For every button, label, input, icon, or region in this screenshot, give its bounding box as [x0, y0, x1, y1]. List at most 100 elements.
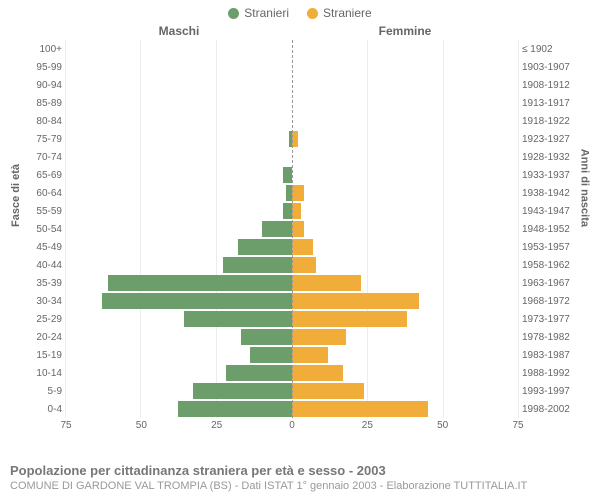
bar-male [262, 221, 292, 237]
age-label: 65-69 [20, 170, 66, 181]
age-label: 90-94 [20, 80, 66, 91]
x-tick: 75 [60, 420, 71, 431]
table-row: 20-241978-1982 [20, 328, 580, 346]
year-label: 1963-1967 [518, 278, 580, 289]
x-tick: 25 [362, 420, 373, 431]
table-row: 0-4 1998-2002 [20, 400, 580, 418]
table-row: 95-991903-1907 [20, 58, 580, 76]
column-titles: Maschi Femmine [20, 20, 580, 40]
table-row: 70-74 1928-1932 [20, 148, 580, 166]
table-row: 85-89 1913-1917 [20, 94, 580, 112]
bar-male [283, 203, 292, 219]
age-label: 0-4 [20, 404, 66, 415]
bar-female [292, 221, 304, 237]
age-label: 85-89 [20, 98, 66, 109]
year-label: 1993-1997 [518, 386, 580, 397]
age-label: 40-44 [20, 260, 66, 271]
age-label: 80-84 [20, 116, 66, 127]
table-row: 10-14 1988-1992 [20, 364, 580, 382]
table-row: 50-54 1948-1952 [20, 220, 580, 238]
year-label: 1958-1962 [518, 260, 580, 271]
bar-male [108, 275, 292, 291]
bar-female [292, 293, 419, 309]
legend-swatch-female [307, 8, 318, 19]
age-label: 30-34 [20, 296, 66, 307]
x-tick: 25 [211, 420, 222, 431]
year-label: 1948-1952 [518, 224, 580, 235]
caption-title: Popolazione per cittadinanza straniera p… [10, 463, 527, 478]
age-label: 50-54 [20, 224, 66, 235]
table-row: 5-91993-1997 [20, 382, 580, 400]
column-title-male: Maschi [66, 24, 292, 38]
table-row: 25-29 1973-1977 [20, 310, 580, 328]
x-axis-right: 255075 [292, 420, 518, 434]
table-row: 55-59 1943-1947 [20, 202, 580, 220]
bar-male [241, 329, 292, 345]
bar-female [292, 347, 328, 363]
bar-female [292, 329, 346, 345]
year-label: 1923-1927 [518, 134, 580, 145]
table-row: 65-69 1933-1937 [20, 166, 580, 184]
year-label: 1938-1942 [518, 188, 580, 199]
bar-female [292, 383, 364, 399]
bar-female [292, 257, 316, 273]
table-row: 30-341968-1972 [20, 292, 580, 310]
bar-female [292, 185, 304, 201]
age-label: 70-74 [20, 152, 66, 163]
age-label: 60-64 [20, 188, 66, 199]
age-label: 20-24 [20, 332, 66, 343]
bar-male [178, 401, 293, 417]
x-tick: 75 [512, 420, 523, 431]
year-label: 1928-1932 [518, 152, 580, 163]
bar-male [193, 383, 292, 399]
age-label: 75-79 [20, 134, 66, 145]
chart-rows: 100+≤ 190295-991903-190790-941908-191285… [20, 40, 580, 418]
x-axis: 0255075 25 50 75 [20, 420, 580, 434]
year-label: 1933-1937 [518, 170, 580, 181]
year-label: 1903-1907 [518, 62, 580, 73]
table-row: 60-64 1938-1942 [20, 184, 580, 202]
x-tick: 50 [437, 420, 448, 431]
bar-female [292, 203, 301, 219]
bar-male [283, 167, 292, 183]
year-label: 1973-1977 [518, 314, 580, 325]
table-row: 90-941908-1912 [20, 76, 580, 94]
table-row: 45-491953-1957 [20, 238, 580, 256]
year-label: 1913-1917 [518, 98, 580, 109]
year-label: 1943-1947 [518, 206, 580, 217]
legend-item-male: Stranieri [228, 6, 289, 20]
age-label: 100+ [20, 44, 66, 55]
bar-male [250, 347, 292, 363]
age-label: 25-29 [20, 314, 66, 325]
table-row: 100+ ≤ 1902 [20, 40, 580, 58]
year-label: 1988-1992 [518, 368, 580, 379]
bar-male [184, 311, 292, 327]
legend: Stranieri Straniere [0, 0, 600, 20]
table-row: 80-84 1918-1922 [20, 112, 580, 130]
legend-label-male: Stranieri [244, 6, 289, 20]
legend-item-female: Straniere [307, 6, 372, 20]
year-label: 1998-2002 [518, 404, 580, 415]
bar-female [292, 311, 407, 327]
year-label: 1918-1922 [518, 116, 580, 127]
age-label: 45-49 [20, 242, 66, 253]
table-row: 75-79 1923-1927 [20, 130, 580, 148]
legend-swatch-male [228, 8, 239, 19]
table-row: 15-191983-1987 [20, 346, 580, 364]
caption-subtitle: COMUNE DI GARDONE VAL TROMPIA (BS) - Dat… [10, 480, 527, 492]
age-label: 10-14 [20, 368, 66, 379]
year-label: ≤ 1902 [518, 44, 580, 55]
legend-label-female: Straniere [323, 6, 372, 20]
bar-male [223, 257, 292, 273]
bar-zone [66, 40, 518, 58]
bar-male [226, 365, 292, 381]
caption: Popolazione per cittadinanza straniera p… [10, 463, 527, 492]
bar-male [102, 293, 292, 309]
table-row: 40-44 1958-1962 [20, 256, 580, 274]
table-row: 35-391963-1967 [20, 274, 580, 292]
age-label: 55-59 [20, 206, 66, 217]
bar-male [238, 239, 292, 255]
bar-female [292, 239, 313, 255]
pyramid-chart: Maschi Femmine Fasce di età Anni di nasc… [20, 20, 580, 434]
x-axis-left: 0255075 [66, 420, 292, 434]
